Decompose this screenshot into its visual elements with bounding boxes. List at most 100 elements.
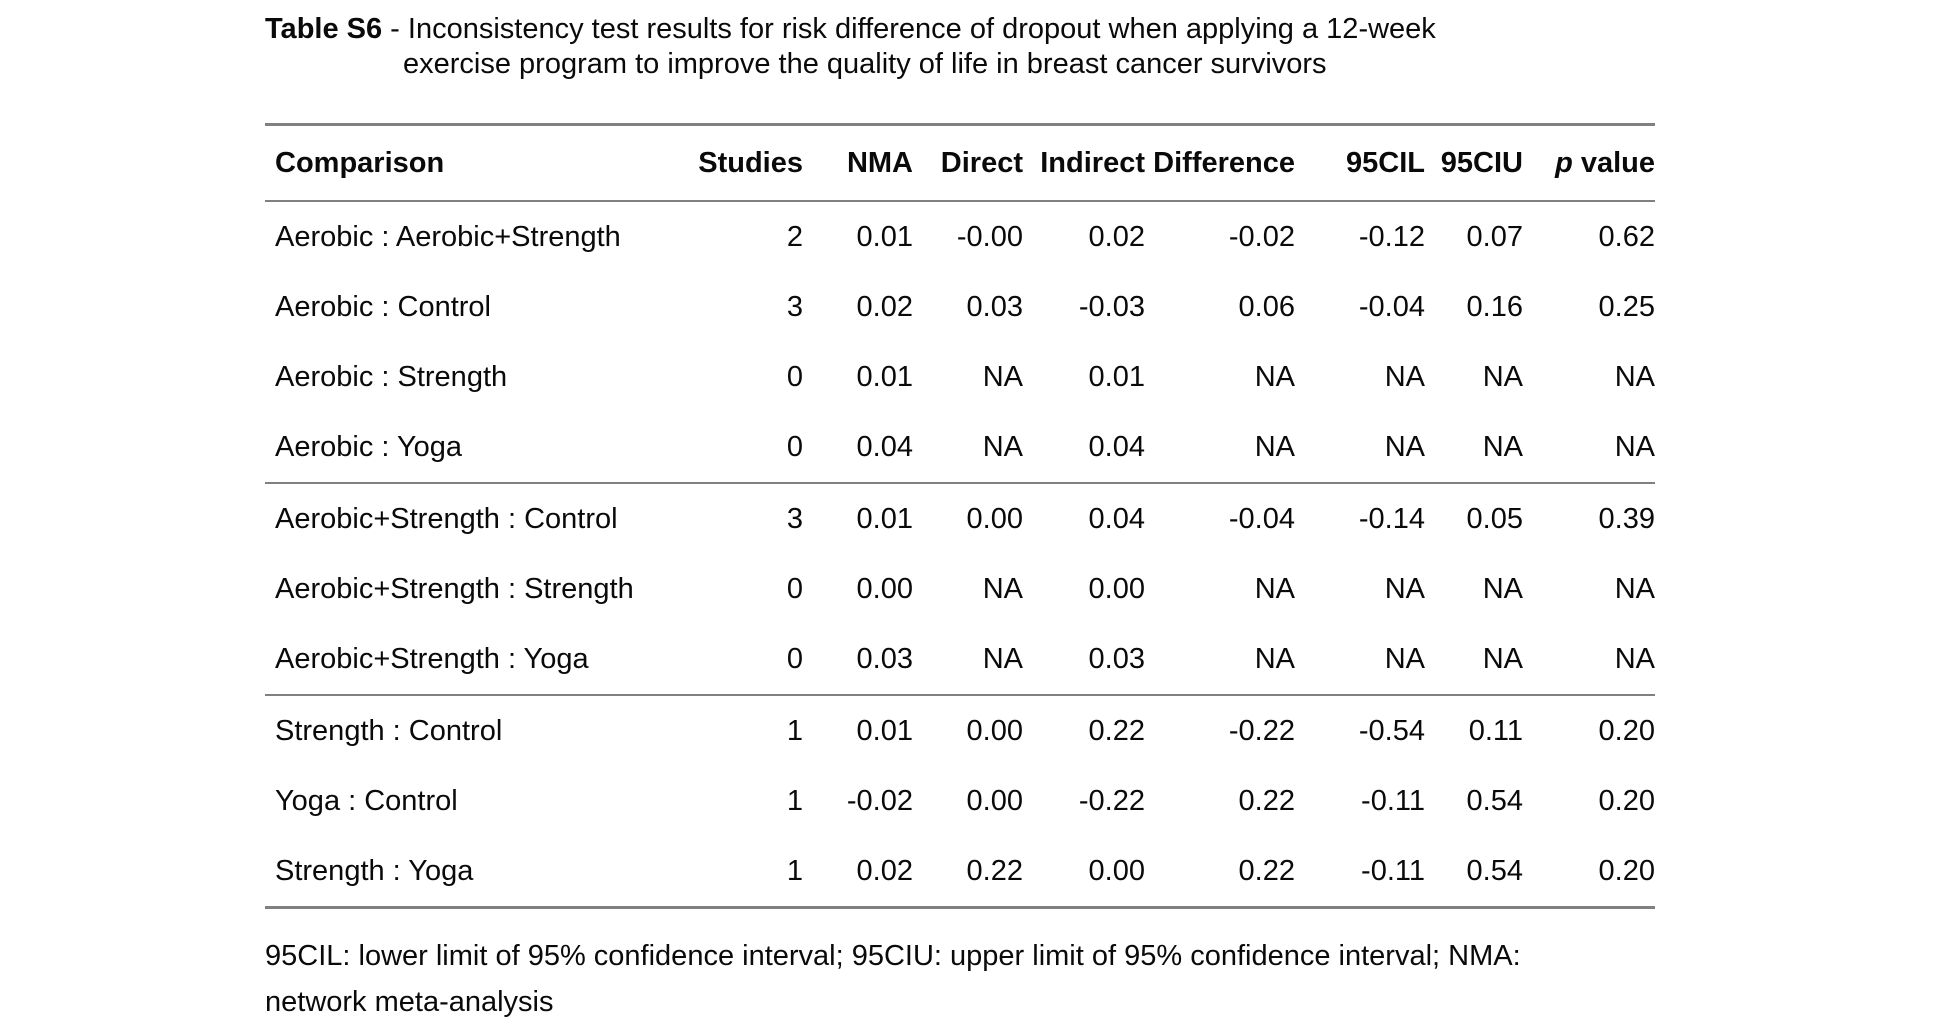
cell-indirect: 0.01 <box>1088 360 1145 393</box>
cell-cil: NA <box>1384 360 1425 393</box>
cell-cil: NA <box>1384 572 1425 605</box>
cell-nma: 0.02 <box>856 290 913 323</box>
cell-cil: -0.04 <box>1358 290 1425 323</box>
footnote-line: network meta-analysis <box>265 986 554 1018</box>
cell-comparison: Strength : Yoga <box>275 854 474 887</box>
cell-cil: -0.54 <box>1295 694 1425 766</box>
cell-direct: 0.00 <box>913 694 1023 766</box>
cell-cil: -0.12 <box>1358 220 1425 253</box>
cell-ciu: NA <box>1482 572 1523 605</box>
cell-ciu: 0.54 <box>1466 854 1523 887</box>
table-row: Aerobic+Strength : Control 3 0.01 0.00 0.04-… <box>265 482 1655 554</box>
cell-difference: 0.22 <box>1238 854 1295 887</box>
cell-nma: 0.02 <box>856 854 913 887</box>
cell-pvalue: 0.62 <box>1598 220 1655 253</box>
cell-studies: 0 <box>786 430 803 463</box>
inconsistency-results-table: Comparison Studies NMA Direct Indirect Differ… <box>265 123 1655 909</box>
cell-studies: 3 <box>695 482 803 554</box>
cell-cil: -0.11 <box>1361 854 1425 887</box>
cell-studies: 1 <box>786 854 803 887</box>
cell-nma: 0.01 <box>856 360 913 393</box>
cell-direct: NA <box>982 642 1023 675</box>
cell-indirect: 0.22 <box>1023 694 1145 766</box>
cell-direct: 0.03 <box>966 290 1023 323</box>
cell-indirect: 0.00 <box>1088 572 1145 605</box>
table-row: Aerobic+Strength : Strength 0 0.00 NA 0.00 NA… <box>265 554 1655 624</box>
table-row: Strength : Control 1 0.01 0.00 0.22 -0.22 -0.5… <box>265 694 1655 766</box>
table-row: Aerobic : Aerobic+Strength 2 0.01 -0.00 0.02… <box>265 201 1655 272</box>
cell-nma: 0.01 <box>856 220 913 253</box>
cell-comparison: Aerobic+Strength : Strength <box>275 572 634 605</box>
cell-direct: 0.00 <box>966 784 1023 817</box>
cell-ciu: 0.16 <box>1466 290 1523 323</box>
cell-studies: 0 <box>786 360 803 393</box>
column-header-studies: Studies <box>695 124 803 202</box>
cell-difference: NA <box>1254 430 1295 463</box>
cell-indirect: 0.00 <box>1088 854 1145 887</box>
cell-difference: 0.06 <box>1238 290 1295 323</box>
cell-nma: 0.01 <box>803 694 913 766</box>
cell-ciu: 0.11 <box>1425 694 1523 766</box>
cell-difference: 0.22 <box>1238 784 1295 817</box>
column-header-difference: Difference <box>1145 124 1295 202</box>
cell-difference: -0.22 <box>1145 694 1295 766</box>
table-row: Aerobic+Strength : Yoga 0 0.03 NA 0.03 NA NA NA… <box>265 624 1655 695</box>
footnote-line: 95CIL: lower limit of 95% confidence int… <box>265 940 1521 972</box>
table-row: Aerobic : Yoga 0 0.04 NA 0.04 NA NA NA NA <box>265 412 1655 483</box>
cell-difference: NA <box>1254 642 1295 675</box>
cell-studies: 0 <box>786 642 803 675</box>
cell-direct: NA <box>982 360 1023 393</box>
cell-cil: -0.11 <box>1361 784 1425 817</box>
column-header-nma: NMA <box>803 124 913 202</box>
table-row: Aerobic : Control 3 0.02 0.03 -0.03 0.06 -0.04… <box>265 272 1655 342</box>
cell-indirect: -0.22 <box>1078 784 1145 817</box>
cell-comparison: Yoga : Control <box>275 784 458 817</box>
cell-ciu: 0.05 <box>1425 482 1523 554</box>
document: Table S6 - Inconsistency test results fo… <box>265 12 1657 1025</box>
table-title-text: - Inconsistency test results for risk di… <box>382 13 1436 45</box>
cell-studies: 0 <box>786 572 803 605</box>
cell-cil: -0.14 <box>1295 482 1425 554</box>
cell-indirect: 0.02 <box>1088 220 1145 253</box>
cell-difference: -0.02 <box>1228 220 1295 253</box>
cell-cil: NA <box>1384 430 1425 463</box>
cell-ciu: 0.54 <box>1466 784 1523 817</box>
cell-studies: 2 <box>786 220 803 253</box>
cell-comparison: Aerobic+Strength : Control <box>265 482 695 554</box>
cell-direct: NA <box>982 572 1023 605</box>
cell-nma: 0.04 <box>856 430 913 463</box>
cell-pvalue: NA <box>1614 642 1655 675</box>
header-row: Comparison Studies NMA Direct Indirect Differ… <box>265 124 1655 202</box>
table-body: Aerobic : Aerobic+Strength 2 0.01 -0.00 0.02… <box>265 201 1655 908</box>
column-header-comparison: Comparison <box>265 124 695 202</box>
cell-comparison: Aerobic : Aerobic+Strength <box>275 220 621 253</box>
cell-studies: 3 <box>786 290 803 323</box>
cell-ciu: 0.07 <box>1466 220 1523 253</box>
cell-pvalue: 0.20 <box>1598 854 1655 887</box>
cell-nma: 0.00 <box>856 572 913 605</box>
cell-difference: -0.04 <box>1145 482 1295 554</box>
table-title-line2: exercise program to improve the quality … <box>403 48 1327 80</box>
cell-studies: 1 <box>695 694 803 766</box>
cell-difference: NA <box>1254 572 1295 605</box>
cell-direct: -0.00 <box>956 220 1023 253</box>
cell-nma: 0.01 <box>803 482 913 554</box>
cell-direct: NA <box>982 430 1023 463</box>
cell-indirect: 0.03 <box>1088 642 1145 675</box>
cell-difference: NA <box>1254 360 1295 393</box>
cell-ciu: NA <box>1482 430 1523 463</box>
cell-pvalue: 0.20 <box>1523 694 1655 766</box>
table-row: Yoga : Control 1 -0.02 0.00 -0.22 0.22 -0.11 0.… <box>265 766 1655 836</box>
column-header-ciu: 95CIU <box>1425 124 1523 202</box>
cell-ciu: NA <box>1482 360 1523 393</box>
table-row: Aerobic : Strength 0 0.01 NA 0.01 NA NA NA NA <box>265 342 1655 412</box>
cell-pvalue: NA <box>1614 430 1655 463</box>
cell-pvalue: NA <box>1614 360 1655 393</box>
cell-pvalue: NA <box>1614 572 1655 605</box>
table-title: Table S6 - Inconsistency test results fo… <box>265 12 1657 82</box>
table-row: Strength : Yoga 1 0.02 0.22 0.00 0.22 -0.11 0.5… <box>265 836 1655 908</box>
cell-cil: NA <box>1384 642 1425 675</box>
cell-ciu: NA <box>1482 642 1523 675</box>
cell-comparison: Strength : Control <box>265 694 695 766</box>
cell-pvalue: 0.20 <box>1598 784 1655 817</box>
